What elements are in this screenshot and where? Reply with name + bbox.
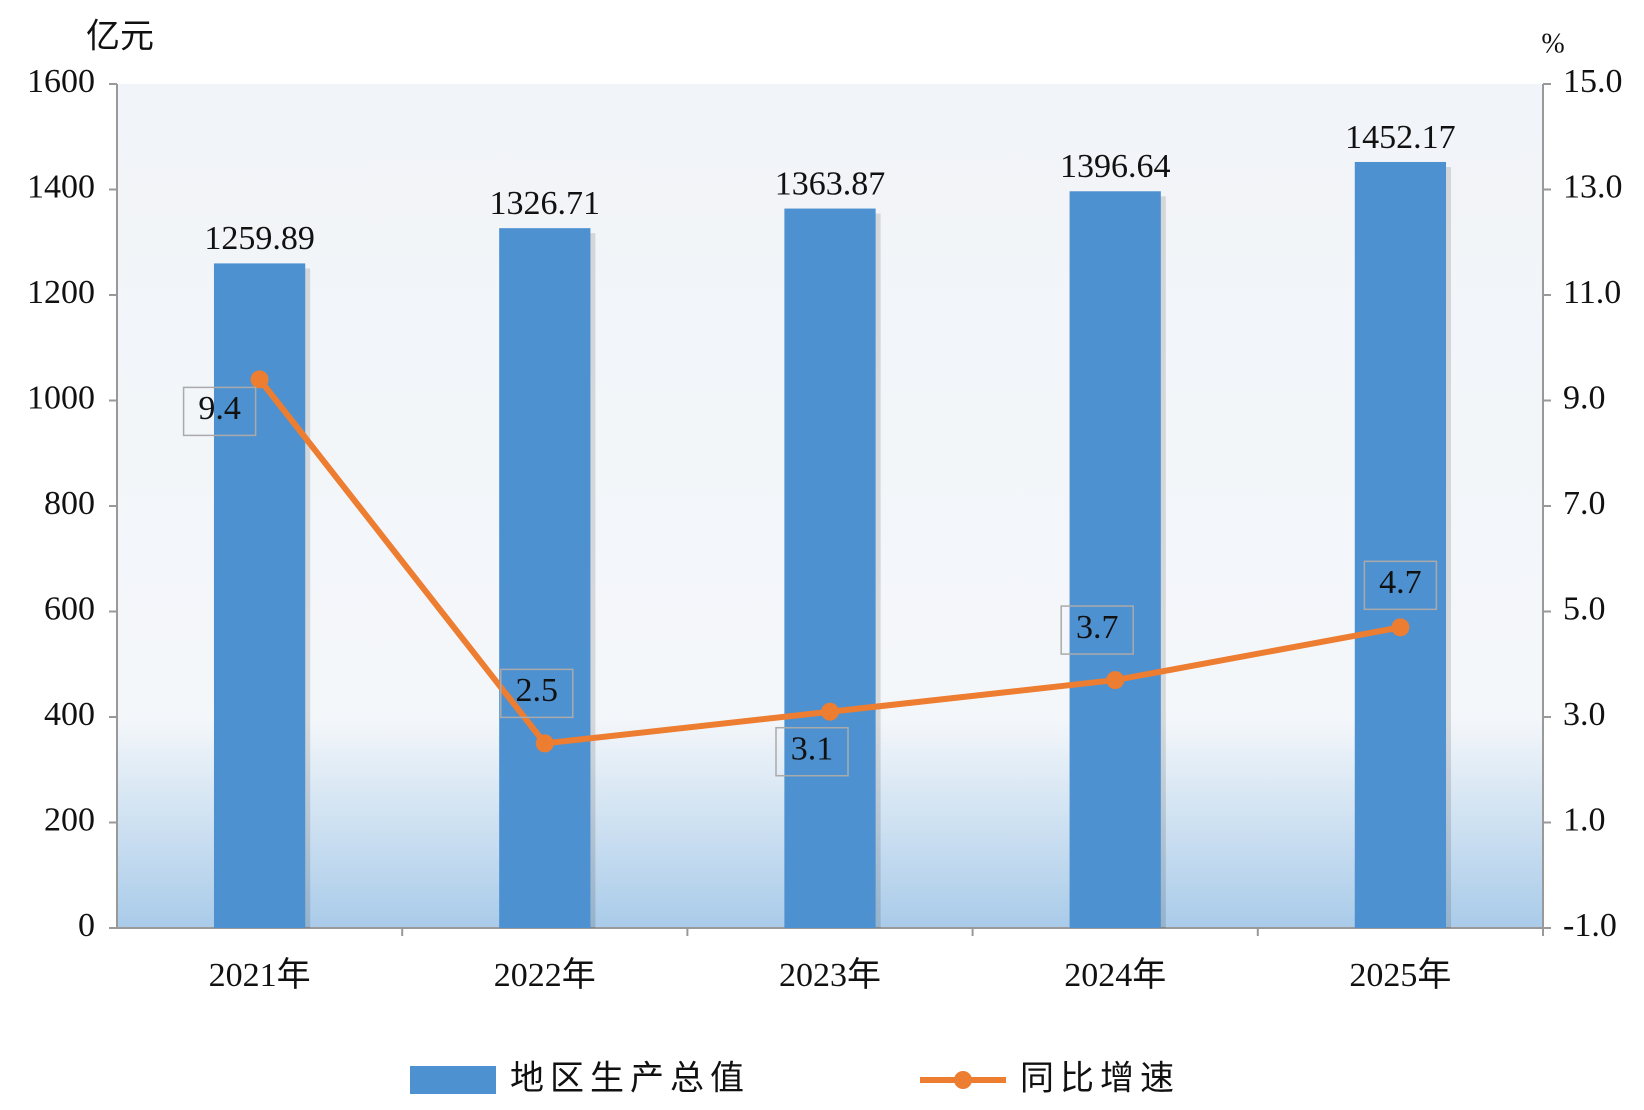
x-tick-label: 2021年: [209, 956, 311, 994]
y-tick-label: 800: [44, 485, 95, 522]
y2-tick-label: 1.0: [1563, 801, 1606, 838]
bar-value-label: 1259.89: [204, 220, 315, 257]
bar-value-label: 1396.64: [1060, 148, 1171, 185]
y-tick-label: 200: [44, 801, 95, 838]
bar: [1069, 191, 1161, 928]
x-tick-label: 2024年: [1064, 956, 1166, 994]
y2-tick-label: -1.0: [1563, 907, 1617, 944]
line-value-label: 3.7: [1076, 609, 1119, 646]
y-tick-label: 600: [44, 590, 95, 627]
label-box: [1363, 560, 1438, 611]
y-tick-label: 1600: [27, 63, 95, 100]
legend-swatch: [410, 1066, 496, 1094]
y2-tick-label: 3.0: [1563, 696, 1606, 733]
y2-tick-label: 13.0: [1563, 168, 1623, 205]
line-point: [821, 702, 839, 721]
legend-swatch-point: [954, 1071, 972, 1089]
line-value-label: 9.4: [198, 390, 241, 427]
y2-tick-label: 11.0: [1563, 274, 1621, 311]
legend-label: 地区生产总值: [510, 1059, 750, 1099]
y2-tick-label: 7.0: [1563, 485, 1606, 522]
label-box: [500, 668, 574, 719]
y-tick-label: 1000: [27, 379, 95, 416]
y2-tick-label: 9.0: [1563, 379, 1606, 416]
y2-axis-title: %: [1541, 28, 1564, 59]
y2-tick-label: 5.0: [1563, 590, 1606, 627]
line-point: [1106, 671, 1125, 690]
line-value-label: 3.1: [791, 731, 834, 768]
bar: [499, 228, 591, 929]
y-tick-label: 1200: [27, 274, 95, 311]
x-tick-label: 2023年: [779, 956, 881, 994]
label-box: [775, 726, 849, 777]
bar-value-label: 1363.87: [775, 165, 886, 202]
y2-tick-label: 15.0: [1563, 63, 1623, 100]
x-tick-label: 2025年: [1349, 956, 1451, 994]
label-box: [182, 386, 257, 437]
line-value-label: 2.5: [516, 672, 559, 709]
y-tick-label: 0: [78, 907, 95, 944]
y-tick-label: 1400: [27, 168, 95, 205]
bar: [784, 208, 876, 928]
label-box: [1060, 605, 1134, 655]
y-axis-title: 亿元: [86, 17, 154, 57]
line-point: [1391, 618, 1410, 637]
bar-value-label: 1326.71: [490, 185, 601, 222]
bar-value-label: 1452.17: [1345, 119, 1456, 156]
y-tick-label: 400: [44, 696, 95, 733]
line-point: [250, 370, 269, 389]
legend-label: 同比增速: [1020, 1059, 1180, 1099]
x-tick-label: 2022年: [494, 956, 596, 994]
line-point: [535, 734, 554, 753]
bar: [1354, 161, 1447, 928]
bar: [213, 263, 306, 928]
line-value-label: 4.7: [1379, 564, 1422, 601]
